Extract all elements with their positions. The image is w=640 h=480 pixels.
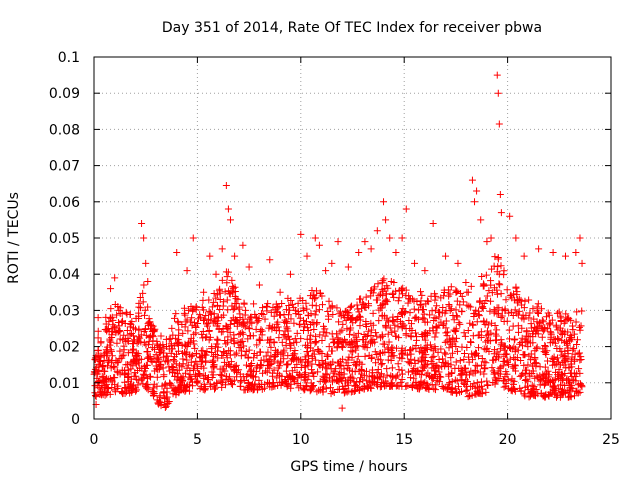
x-axis-label: GPS time / hours	[290, 459, 407, 475]
y-tick-label: 0.04	[49, 267, 80, 283]
y-tick-label: 0.1	[58, 50, 80, 66]
chart-title: Day 351 of 2014, Rate Of TEC Index for r…	[162, 20, 542, 36]
y-tick-label: 0	[71, 412, 80, 428]
y-tick-label: 0.08	[49, 122, 80, 138]
y-tick-label: 0.05	[49, 231, 80, 247]
x-tick-label: 0	[90, 432, 99, 448]
y-tick-label: 0.07	[49, 159, 80, 175]
x-tick-label: 15	[395, 432, 413, 448]
y-tick-label: 0.03	[49, 303, 80, 319]
x-tick-label: 10	[292, 432, 310, 448]
y-tick-label: 0.02	[49, 340, 80, 356]
x-tick-label: 5	[193, 432, 202, 448]
x-tick-label: 25	[602, 432, 620, 448]
y-tick-label: 0.09	[49, 86, 80, 102]
x-tick-label: 20	[499, 432, 517, 448]
y-tick-label: 0.01	[49, 376, 80, 392]
y-axis-label: ROTI / TECUs	[6, 192, 22, 284]
roti-scatter-chart: 0 0.01 0.02 0.03 0.04 0.05 0.06 0.07 0.08 0.09 0.1…	[0, 0, 640, 480]
y-tick-label: 0.06	[49, 195, 80, 211]
